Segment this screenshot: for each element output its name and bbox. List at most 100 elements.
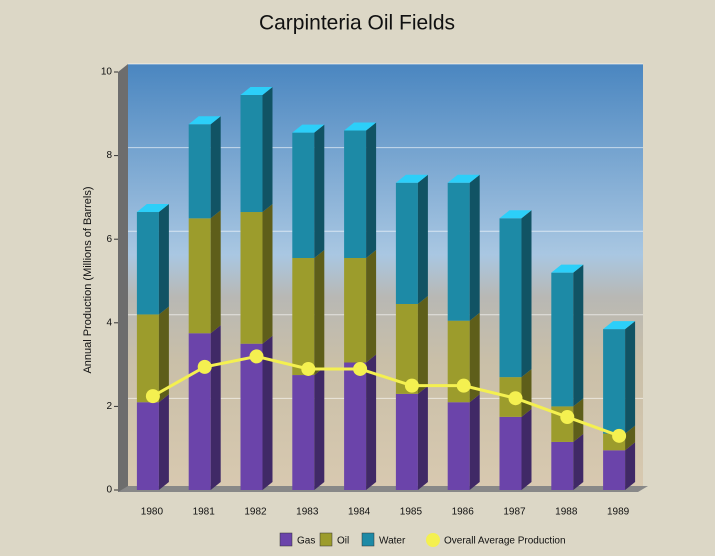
bar-face [625, 442, 636, 490]
bar-face [344, 122, 377, 131]
line-point [249, 349, 264, 364]
bar-face [136, 314, 159, 403]
x-tick-label: 1985 [400, 507, 423, 518]
bar [240, 86, 273, 213]
bar-face [395, 303, 418, 394]
bar-face [344, 362, 367, 490]
bar-face [573, 264, 584, 407]
bar-face [417, 295, 428, 394]
line [152, 354, 620, 438]
legend-marker [426, 533, 440, 547]
bar-face [262, 335, 273, 490]
bar-face [469, 174, 480, 321]
line-point [301, 361, 316, 376]
x-tick-label: 1980 [141, 507, 164, 518]
bar-face [447, 402, 470, 490]
legend-label: Oil [337, 536, 349, 547]
bar [136, 204, 169, 315]
legend-label: Overall Average Production [444, 536, 566, 547]
line-point [353, 361, 368, 376]
bar-face [551, 272, 574, 407]
legend-label: Water [379, 536, 406, 547]
bar-face [210, 325, 221, 490]
y-axis-label: Annual Production (Millions of Barrels) [82, 186, 94, 373]
bar-face [499, 218, 522, 378]
bar-face [188, 333, 211, 490]
bar-face [210, 210, 221, 334]
bar [447, 394, 480, 490]
bar-face [262, 86, 273, 213]
bar [603, 321, 636, 434]
bar-face [262, 204, 273, 344]
x-tick-label: 1982 [244, 507, 267, 518]
bar-face [469, 312, 480, 403]
line-point [404, 378, 419, 393]
bar [551, 433, 584, 490]
y-tick-label: 8 [106, 150, 112, 161]
bar [499, 408, 532, 490]
x-tick-label: 1989 [607, 507, 630, 518]
bar-face [136, 402, 159, 490]
bar-face [551, 441, 574, 490]
bar-face [344, 130, 367, 259]
bar [188, 116, 221, 219]
bar-face [395, 393, 418, 490]
bar-face [447, 174, 480, 183]
x-tick-label: 1984 [348, 507, 371, 518]
line-point [560, 410, 575, 425]
line-point [508, 391, 523, 406]
bar-face [625, 425, 636, 451]
bar-face [417, 174, 428, 304]
legend-swatch [319, 532, 333, 547]
bar-face [469, 394, 480, 490]
bar [395, 174, 428, 304]
bar-face [366, 354, 377, 490]
bar-face [136, 204, 169, 213]
bar [395, 295, 428, 394]
bar-face [240, 86, 273, 95]
y-tick-label: 4 [106, 317, 112, 328]
bar-face [521, 210, 532, 378]
bar-face [240, 212, 263, 344]
bar [499, 210, 532, 378]
bar-face [395, 182, 418, 304]
bar [395, 385, 428, 490]
bar [344, 354, 377, 490]
bar-face [603, 450, 626, 490]
bar-face [366, 122, 377, 259]
chart-title: Carpinteria Oil Fields [259, 12, 455, 35]
bar-face [603, 321, 636, 330]
bar-face [158, 394, 169, 490]
y-tick-label: 0 [106, 485, 112, 496]
bar-face [188, 116, 221, 125]
bar [240, 335, 273, 490]
bar [292, 250, 325, 376]
x-tick-label: 1986 [452, 507, 475, 518]
bar-face [417, 385, 428, 490]
line-point [197, 359, 212, 374]
bar-face [292, 258, 315, 376]
bar [240, 204, 273, 344]
bar-face [573, 433, 584, 490]
bar [188, 325, 221, 490]
bar-face [292, 124, 325, 133]
y-tick-label: 6 [106, 234, 112, 245]
bar-face [625, 321, 636, 434]
y-tick-label: 2 [106, 401, 112, 412]
bar-face [499, 416, 522, 490]
bar [344, 122, 377, 259]
legend-label: Gas [297, 536, 315, 547]
bar-face [499, 210, 532, 219]
bar-face [210, 116, 221, 219]
bar-face [158, 306, 169, 403]
axis-wall [118, 64, 128, 492]
bar [292, 124, 325, 259]
bar-face [521, 408, 532, 490]
bar [551, 264, 584, 407]
bar-face [395, 174, 428, 183]
bar [292, 367, 325, 490]
bar-face [447, 182, 470, 321]
bar-face [136, 212, 159, 315]
